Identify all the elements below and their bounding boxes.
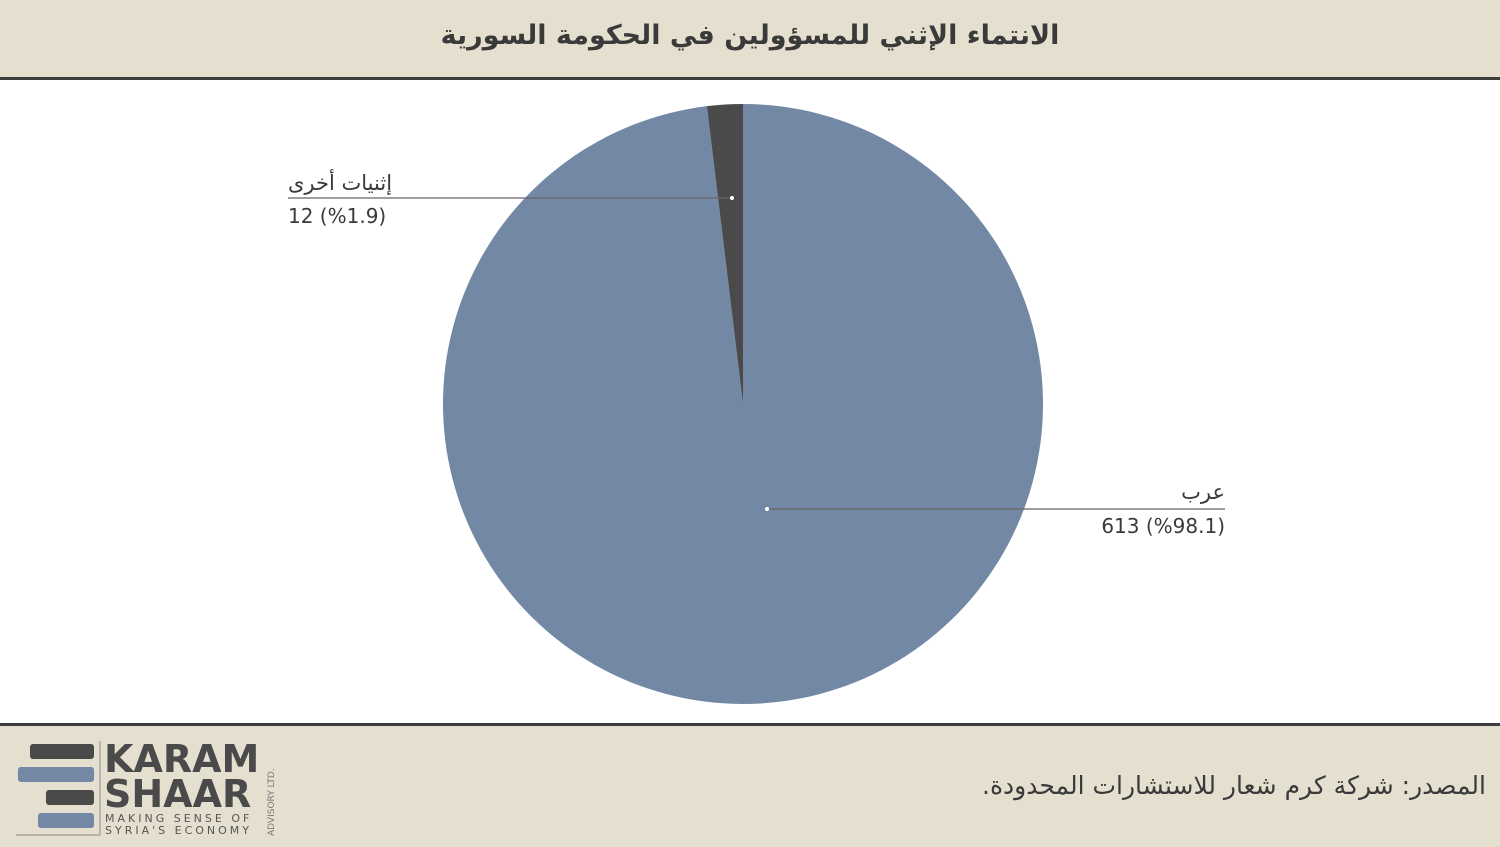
slice-value-label: 613 (%98.1) xyxy=(1101,514,1225,538)
footer: KARAM SHAAR MAKING SENSE OF SYRIA'S ECON… xyxy=(0,723,1500,847)
leader-dot xyxy=(730,196,734,200)
svg-text:ADVISORY LTD.: ADVISORY LTD. xyxy=(267,768,277,836)
chart-title: الانتماء الإثني للمسؤولين في الحكومة الس… xyxy=(440,20,1060,51)
pie-chart: عرب 613 (%98.1) إثنيات أخرى 12 (%1.9) xyxy=(288,104,1225,704)
pie-slice xyxy=(706,104,743,404)
svg-text:SYRIA'S ECONOMY: SYRIA'S ECONOMY xyxy=(105,824,252,836)
header: الانتماء الإثني للمسؤولين في الحكومة الس… xyxy=(0,0,1500,80)
slice-value-label: 12 (%1.9) xyxy=(288,204,386,228)
karam-shaar-logo: KARAM SHAAR MAKING SENSE OF SYRIA'S ECON… xyxy=(16,737,277,836)
slice-label: عرب xyxy=(1181,480,1225,504)
leader-dot xyxy=(765,507,769,511)
svg-text:KARAM: KARAM xyxy=(104,737,259,781)
slice-label: إثنيات أخرى xyxy=(288,169,392,196)
source-note: المصدر: شركة كرم شعار للاستشارات المحدود… xyxy=(982,771,1486,800)
svg-text:MAKING SENSE OF: MAKING SENSE OF xyxy=(105,812,252,825)
svg-text:SHAAR: SHAAR xyxy=(104,772,251,816)
